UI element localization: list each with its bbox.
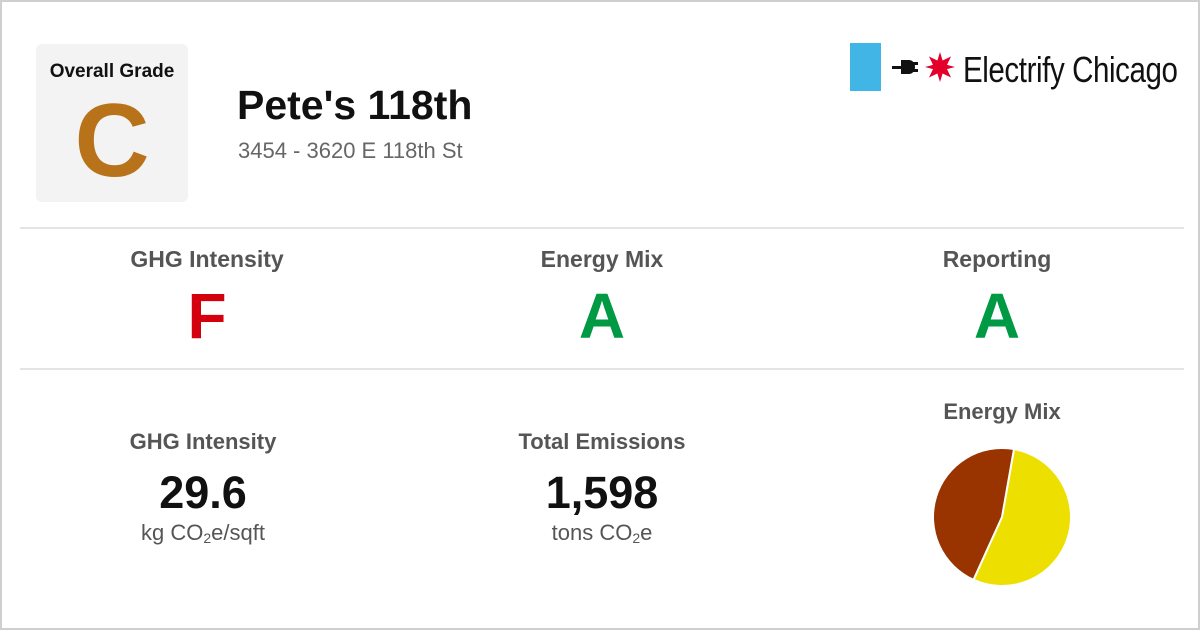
ghg-intensity-grade: GHG Intensity F (17, 244, 397, 354)
energy-mix-pie (932, 447, 1072, 587)
sub-grade-label: Energy Mix (540, 246, 664, 272)
stat-value: 29.6 (159, 467, 247, 518)
sub-grade-letter: A (973, 280, 1021, 352)
divider (20, 368, 1184, 370)
reporting-grade: Reporting A (807, 244, 1187, 354)
total-emissions-stat: Total Emissions 1,598 tons CO2e (412, 427, 792, 552)
sub-grade-label: GHG Intensity (130, 246, 284, 272)
ghg-intensity-stat: GHG Intensity 29.6 kg CO2e/sqft (13, 427, 393, 552)
pie-wrap (930, 445, 1074, 589)
building-address: 3454 - 3620 E 118th St (238, 138, 463, 163)
overall-grade-label: Overall Grade (49, 61, 175, 82)
flag-stripe-icon (850, 43, 881, 91)
overall-grade-letter: C (74, 83, 150, 199)
star-icon (925, 52, 955, 82)
stat-label: GHG Intensity (129, 429, 277, 454)
divider (20, 227, 1184, 229)
stat-unit: kg CO2e/sqft (141, 520, 265, 546)
sub-grade-label: Reporting (942, 246, 1052, 272)
building-name: Pete's 118th (237, 82, 473, 128)
pie-slice-electricity (972, 447, 1072, 587)
energy-mix-chart: Energy Mix (832, 397, 1172, 587)
chart-title: Energy Mix (943, 399, 1061, 424)
overall-grade-box: Overall Grade C (36, 44, 188, 202)
stat-value: 1,598 (545, 467, 659, 518)
energy-mix-grade: Energy Mix A (412, 244, 792, 354)
sub-grade-letter: F (187, 280, 227, 352)
logo-text: Electrify Chicago (963, 49, 1178, 90)
electrify-chicago-logo[interactable]: Electrify Chicago (850, 43, 1180, 93)
stat-unit: tons CO2e (551, 520, 653, 546)
stat-label: Total Emissions (518, 429, 686, 454)
plug-icon (892, 60, 918, 74)
sub-grade-letter: A (578, 280, 626, 352)
pie-slice-natural-gas (932, 447, 1016, 582)
